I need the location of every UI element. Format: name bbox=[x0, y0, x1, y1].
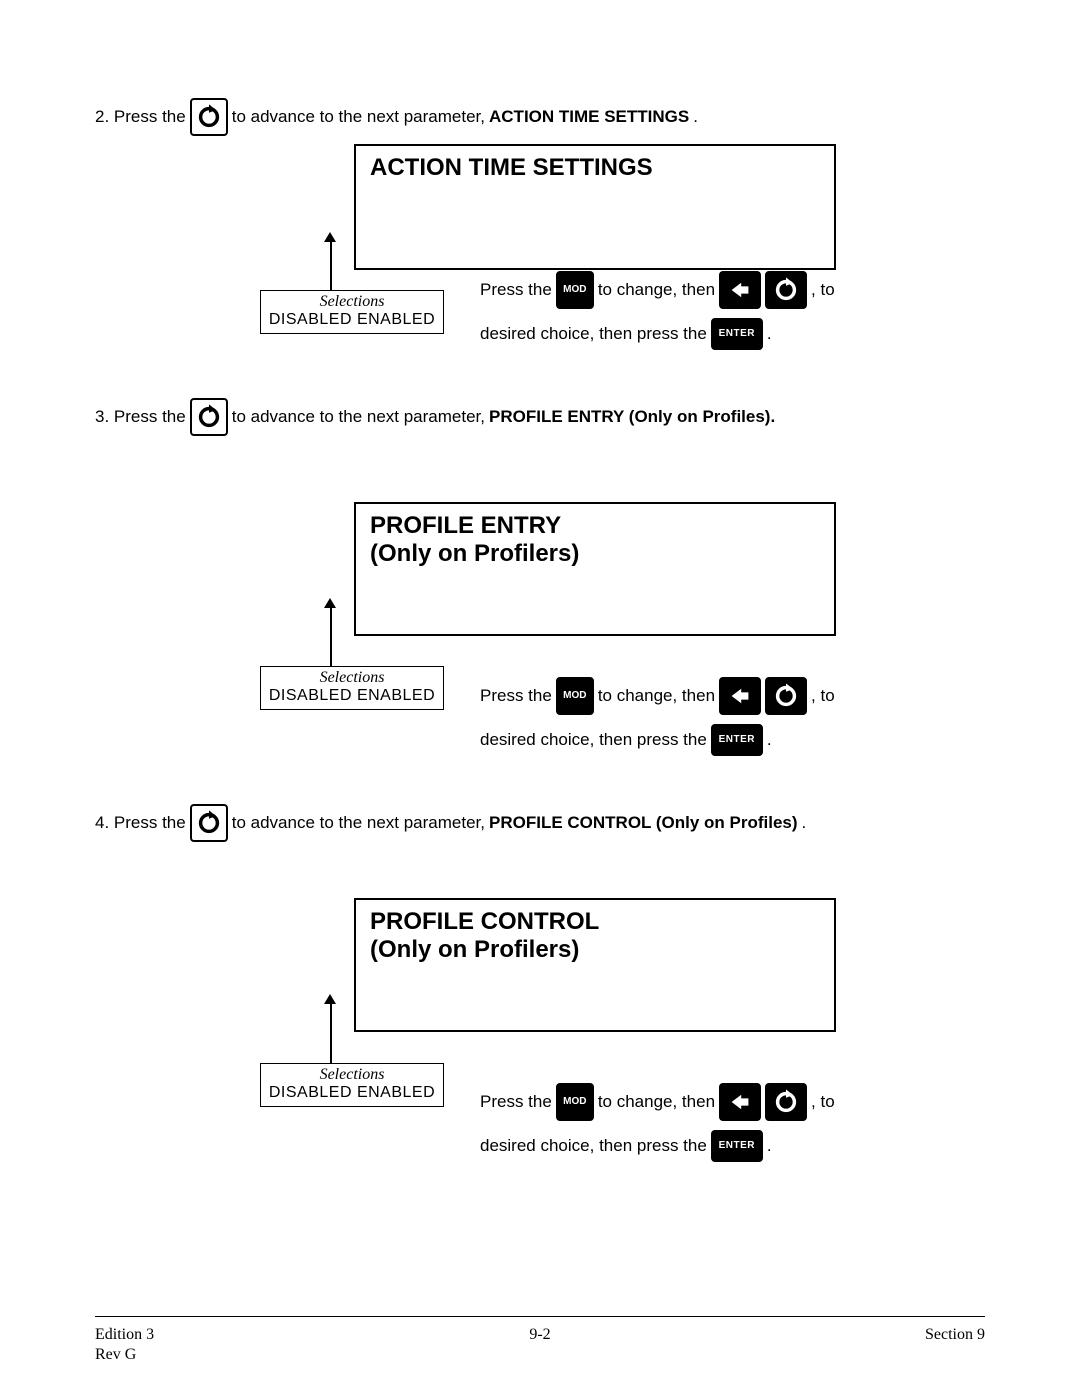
t: . bbox=[767, 312, 772, 356]
selections-options: DISABLED ENABLED bbox=[267, 687, 437, 705]
instruction-block: Press the MOD to change, then , todesire… bbox=[480, 1080, 835, 1168]
t: . bbox=[767, 718, 772, 762]
step-tail: to advance to the next parameter, bbox=[232, 813, 485, 833]
t: desired choice, then press the bbox=[480, 718, 707, 762]
parameter-subtitle: (Only on Profilers) bbox=[370, 540, 820, 568]
enter-button-icon: ENTER bbox=[711, 318, 763, 350]
step-dot: . bbox=[693, 107, 698, 127]
t: , to bbox=[811, 1080, 835, 1124]
t: . bbox=[767, 1124, 772, 1168]
instruction-block: Press the MOD to change, then , todesire… bbox=[480, 268, 835, 356]
mod-button-icon: MOD bbox=[556, 271, 594, 309]
instruction-line: Press the MOD to change, then , to bbox=[480, 1080, 835, 1124]
left-arrow-button-icon bbox=[719, 271, 761, 309]
instruction-line: desired choice, then press the ENTER . bbox=[480, 1124, 835, 1168]
cycle-dark-button-icon bbox=[765, 1083, 807, 1121]
cycle-button-icon bbox=[190, 398, 228, 436]
t: desired choice, then press the bbox=[480, 312, 707, 356]
step-param: PROFILE ENTRY (Only on Profiles). bbox=[489, 407, 775, 427]
mod-button-icon: MOD bbox=[556, 1083, 594, 1121]
enter-button-icon: ENTER bbox=[711, 1130, 763, 1162]
selections-options: DISABLED ENABLED bbox=[267, 311, 437, 329]
footer-page-number: 9-2 bbox=[0, 1326, 1080, 1344]
cycle-button-icon bbox=[190, 804, 228, 842]
step-dot: . bbox=[802, 813, 807, 833]
parameter-title: PROFILE ENTRY bbox=[370, 512, 820, 540]
footer-rev: Rev G bbox=[95, 1346, 136, 1364]
parameter-title: PROFILE CONTROL bbox=[370, 908, 820, 936]
parameter-title: ACTION TIME SETTINGS bbox=[370, 154, 820, 182]
cycle-dark-button-icon bbox=[765, 271, 807, 309]
instruction-line: desired choice, then press the ENTER . bbox=[480, 718, 835, 762]
step-lead: 4. Press the bbox=[95, 813, 186, 833]
selections-title: Selections bbox=[267, 669, 437, 687]
footer-section: Section 9 bbox=[925, 1326, 985, 1344]
connector-line bbox=[330, 240, 332, 290]
instruction-line: Press the MOD to change, then , to bbox=[480, 674, 835, 718]
footer-rule bbox=[95, 1316, 985, 1317]
t: desired choice, then press the bbox=[480, 1124, 707, 1168]
step-line: 4. Press the to advance to the next para… bbox=[95, 804, 806, 842]
cycle-dark-button-icon bbox=[765, 677, 807, 715]
t: , to bbox=[811, 268, 835, 312]
selections-title: Selections bbox=[267, 293, 437, 311]
instruction-line: desired choice, then press the ENTER . bbox=[480, 312, 835, 356]
selections-options: DISABLED ENABLED bbox=[267, 1084, 437, 1102]
step-line: 3. Press the to advance to the next para… bbox=[95, 398, 779, 436]
t: to change, then bbox=[598, 674, 715, 718]
enter-button-icon: ENTER bbox=[711, 724, 763, 756]
selections-box: SelectionsDISABLED ENABLED bbox=[260, 1063, 444, 1107]
left-arrow-button-icon bbox=[719, 1083, 761, 1121]
t: , to bbox=[811, 674, 835, 718]
t: Press the bbox=[480, 674, 552, 718]
selections-box: SelectionsDISABLED ENABLED bbox=[260, 666, 444, 710]
instruction-block: Press the MOD to change, then , todesire… bbox=[480, 674, 835, 762]
t: Press the bbox=[480, 1080, 552, 1124]
t: Press the bbox=[480, 268, 552, 312]
step-lead: 2. Press the bbox=[95, 107, 186, 127]
step-param: PROFILE CONTROL (Only on Profiles) bbox=[489, 813, 798, 833]
instruction-line: Press the MOD to change, then , to bbox=[480, 268, 835, 312]
step-lead: 3. Press the bbox=[95, 407, 186, 427]
t: to change, then bbox=[598, 1080, 715, 1124]
step-tail: to advance to the next parameter, bbox=[232, 407, 485, 427]
t: to change, then bbox=[598, 268, 715, 312]
connector-line bbox=[330, 1002, 332, 1063]
parameter-subtitle: (Only on Profilers) bbox=[370, 936, 820, 964]
parameter-box: PROFILE CONTROL(Only on Profilers) bbox=[354, 898, 836, 1032]
step-tail: to advance to the next parameter, bbox=[232, 107, 485, 127]
connector-line bbox=[330, 606, 332, 666]
mod-button-icon: MOD bbox=[556, 677, 594, 715]
left-arrow-button-icon bbox=[719, 677, 761, 715]
parameter-box: ACTION TIME SETTINGS bbox=[354, 144, 836, 270]
step-line: 2. Press the to advance to the next para… bbox=[95, 98, 698, 136]
selections-box: SelectionsDISABLED ENABLED bbox=[260, 290, 444, 334]
parameter-box: PROFILE ENTRY(Only on Profilers) bbox=[354, 502, 836, 636]
selections-title: Selections bbox=[267, 1066, 437, 1084]
cycle-button-icon bbox=[190, 98, 228, 136]
step-param: ACTION TIME SETTINGS bbox=[489, 107, 689, 127]
